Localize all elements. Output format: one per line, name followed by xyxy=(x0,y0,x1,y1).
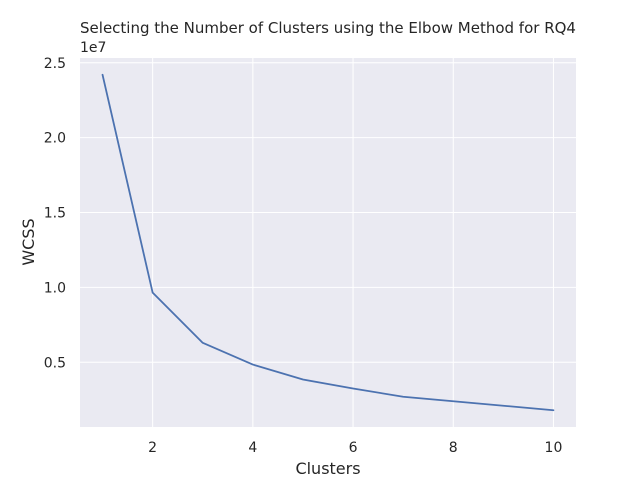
y-tick-label: 0.5 xyxy=(44,355,66,371)
y-tick-label: 2.0 xyxy=(44,131,66,147)
y-tick-label: 1.0 xyxy=(44,280,66,296)
x-axis-label: Clusters xyxy=(295,459,360,478)
x-tick-label: 2 xyxy=(148,440,157,456)
chart-title: Selecting the Number of Clusters using t… xyxy=(80,19,576,37)
y-tick-label: 1.5 xyxy=(44,206,66,222)
tick-labels: 2 4 6 8 10 0.5 1.0 1.5 2.0 2.5 xyxy=(44,56,563,456)
series-line xyxy=(101,73,555,412)
y-axis-label: WCSS xyxy=(19,218,38,265)
x-tick-label: 4 xyxy=(248,440,257,456)
y-tick-label: 2.5 xyxy=(44,56,66,72)
grid-lines xyxy=(80,58,576,427)
x-tick-label: 6 xyxy=(349,440,358,456)
plot-area-background xyxy=(80,58,576,427)
x-tick-label: 10 xyxy=(545,440,563,456)
y-axis-scale-label: 1e7 xyxy=(80,40,106,56)
series-layer xyxy=(101,73,555,412)
x-tick-label: 8 xyxy=(449,440,458,456)
